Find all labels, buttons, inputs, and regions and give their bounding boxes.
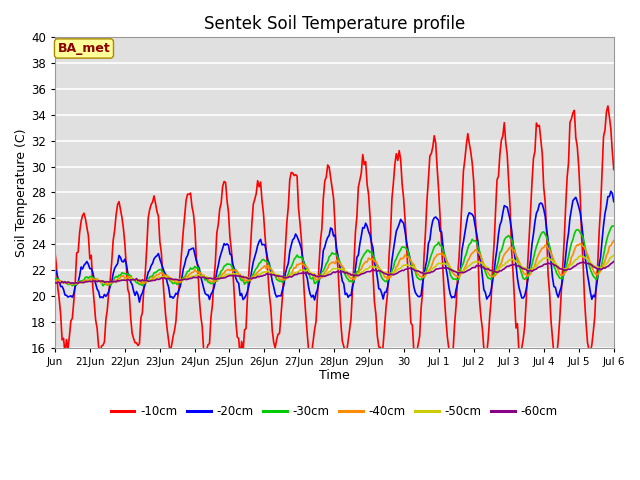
Y-axis label: Soil Temperature (C): Soil Temperature (C) — [15, 128, 28, 257]
Text: BA_met: BA_met — [58, 42, 110, 55]
Legend: -10cm, -20cm, -30cm, -40cm, -50cm, -60cm: -10cm, -20cm, -30cm, -40cm, -50cm, -60cm — [106, 400, 563, 422]
X-axis label: Time: Time — [319, 370, 349, 383]
Title: Sentek Soil Temperature profile: Sentek Soil Temperature profile — [204, 15, 465, 33]
